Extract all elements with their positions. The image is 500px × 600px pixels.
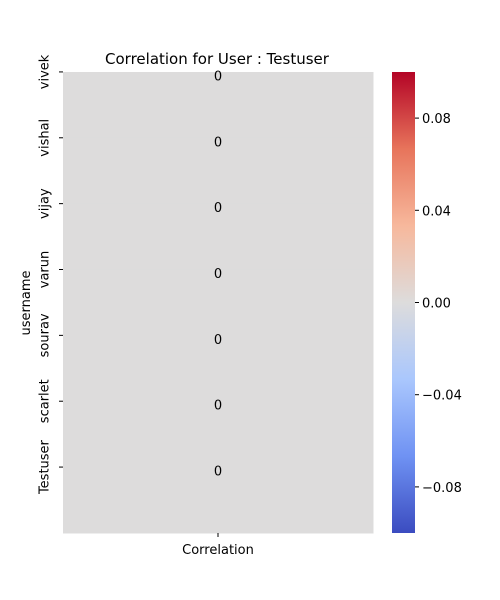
- colorbar-tick-label: 0.00: [422, 297, 451, 312]
- x-tick-label: Correlation: [182, 543, 254, 558]
- heatmap-cell: [63, 72, 374, 139]
- colorbar-tick-label: −0.08: [422, 481, 462, 496]
- y-tick-label: varun: [38, 251, 53, 288]
- cell-labels: 0 0 0 0 0 0 0: [214, 69, 222, 479]
- y-tick-label: scarlet: [38, 379, 53, 423]
- cell-value-label: 0: [214, 267, 222, 282]
- colorbar: [392, 72, 415, 533]
- cell-value-label: 0: [214, 69, 222, 84]
- y-axis-label: username: [19, 271, 34, 336]
- chart-title: Correlation for User : Testuser: [105, 50, 330, 68]
- y-tick-label: sourav: [38, 313, 53, 357]
- cell-value-label: 0: [214, 135, 222, 150]
- y-axis-ticks: vivek vishal vijay varun sourav scarlet Testus…: [38, 54, 63, 495]
- colorbar-ticks: 0.08 0.04 0.00 −0.04 −0.08: [415, 112, 462, 496]
- cell-value-label: 0: [214, 465, 222, 480]
- heatmap-cell: [63, 203, 374, 271]
- heatmap-cell: [63, 335, 374, 402]
- y-tick-label: vishal: [38, 119, 53, 157]
- heatmap-cell: [63, 467, 374, 534]
- cell-value-label: 0: [214, 399, 222, 414]
- heatmap-cell: [63, 401, 374, 468]
- heatmap-cells: [63, 72, 374, 534]
- colorbar-tick-label: −0.04: [422, 389, 462, 404]
- colorbar-tick-label: 0.08: [422, 112, 451, 127]
- heatmap-cell: [63, 269, 374, 336]
- cell-value-label: 0: [214, 201, 222, 216]
- x-axis-ticks: Correlation: [182, 533, 254, 558]
- colorbar-tick-label: 0.04: [422, 204, 451, 219]
- cell-value-label: 0: [214, 333, 222, 348]
- y-tick-label: vivek: [38, 54, 53, 89]
- heatmap-cell: [63, 137, 374, 205]
- y-tick-label: Testuser: [38, 439, 53, 495]
- y-tick-label: vijay: [38, 188, 53, 219]
